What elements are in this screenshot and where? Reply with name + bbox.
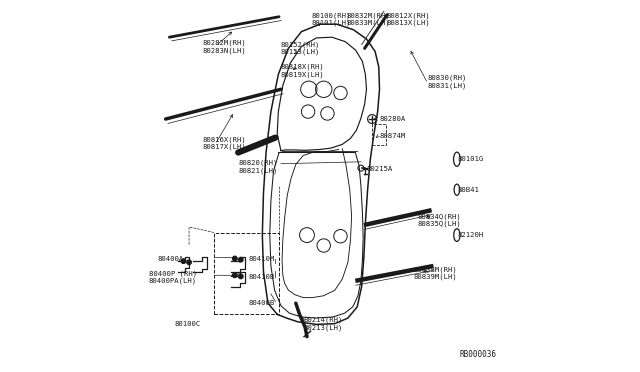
Text: 80400P (RH)
80400PA(LH): 80400P (RH) 80400PA(LH) bbox=[149, 270, 197, 284]
Text: 80B41: 80B41 bbox=[458, 187, 479, 193]
Text: 80834Q(RH)
80835Q(LH): 80834Q(RH) 80835Q(LH) bbox=[417, 213, 461, 227]
Circle shape bbox=[181, 259, 186, 263]
Text: 80820(RH)
80821(LH): 80820(RH) 80821(LH) bbox=[238, 160, 278, 174]
Text: 80874M: 80874M bbox=[380, 133, 406, 139]
Circle shape bbox=[239, 257, 243, 262]
Text: 80101G: 80101G bbox=[458, 156, 484, 162]
Text: 80832M(RH)
80833M(LH): 80832M(RH) 80833M(LH) bbox=[346, 12, 390, 26]
Text: 80400A: 80400A bbox=[157, 256, 183, 262]
Text: 80282M(RH)
80283N(LH): 80282M(RH) 80283N(LH) bbox=[203, 39, 246, 54]
Text: 80100C: 80100C bbox=[175, 321, 201, 327]
Text: 80830(RH)
80831(LH): 80830(RH) 80831(LH) bbox=[428, 75, 467, 89]
Text: RB000036: RB000036 bbox=[460, 350, 497, 359]
Text: 80410B: 80410B bbox=[248, 274, 275, 280]
Text: 80410M: 80410M bbox=[248, 256, 275, 262]
Bar bbox=[214, 232, 279, 314]
Text: 80400B: 80400B bbox=[248, 300, 275, 306]
Circle shape bbox=[187, 260, 191, 264]
Text: 80215A: 80215A bbox=[366, 166, 392, 172]
Text: 82120H: 82120H bbox=[458, 232, 484, 238]
Circle shape bbox=[232, 273, 237, 278]
Bar bbox=[372, 124, 386, 145]
Text: 80812X(RH)
80813X(LH): 80812X(RH) 80813X(LH) bbox=[387, 12, 431, 26]
Circle shape bbox=[232, 256, 237, 261]
Text: 80818X(RH)
80819X(LH): 80818X(RH) 80819X(LH) bbox=[281, 64, 324, 78]
Text: 80838M(RH)
80839M(LH): 80838M(RH) 80839M(LH) bbox=[413, 266, 457, 280]
Text: 80280A: 80280A bbox=[380, 116, 406, 122]
Text: 80816X(RH)
80817X(LH): 80816X(RH) 80817X(LH) bbox=[203, 136, 246, 150]
Text: 80152(RH)
80153(LH): 80152(RH) 80153(LH) bbox=[281, 41, 320, 55]
Circle shape bbox=[239, 274, 243, 279]
Text: 80214(RH)
80213(LH): 80214(RH) 80213(LH) bbox=[303, 317, 342, 331]
Text: 80100(RH)
80101(LH): 80100(RH) 80101(LH) bbox=[312, 12, 351, 26]
